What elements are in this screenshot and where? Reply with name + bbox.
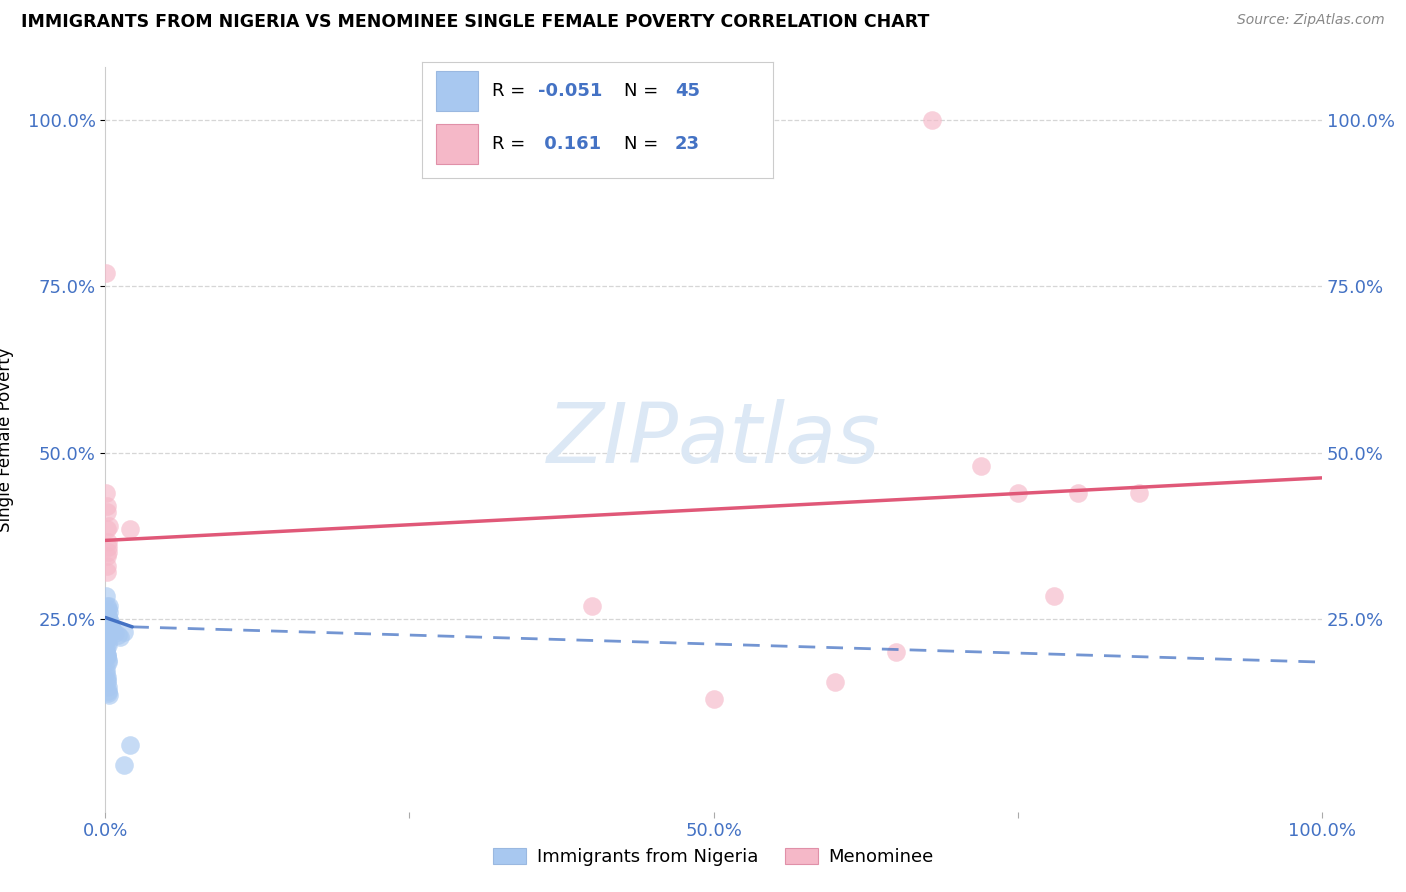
- Text: IMMIGRANTS FROM NIGERIA VS MENOMINEE SINGLE FEMALE POVERTY CORRELATION CHART: IMMIGRANTS FROM NIGERIA VS MENOMINEE SIN…: [21, 13, 929, 31]
- Point: [96, 633, 118, 648]
- Legend: Immigrants from Nigeria, Menominee: Immigrants from Nigeria, Menominee: [486, 841, 941, 873]
- Point: [97, 612, 120, 626]
- Text: N =: N =: [624, 82, 664, 100]
- Point: [96, 650, 118, 665]
- Point: [97, 639, 120, 653]
- Point: [97, 686, 120, 700]
- Point: [96, 648, 118, 663]
- Point: [97, 683, 120, 698]
- Y-axis label: Single Female Poverty: Single Female Poverty: [0, 347, 14, 532]
- Point: [97, 653, 120, 667]
- Point: [98, 615, 121, 630]
- Point: [97, 635, 120, 649]
- Text: ZIPatlas: ZIPatlas: [547, 399, 880, 480]
- Point: [96, 648, 118, 663]
- Point: [1128, 485, 1150, 500]
- Text: -0.051: -0.051: [538, 82, 602, 100]
- Point: [112, 758, 135, 772]
- Point: [98, 518, 121, 533]
- Point: [824, 675, 846, 690]
- Text: R =: R =: [492, 82, 531, 100]
- Point: [96, 673, 118, 687]
- Point: [96, 499, 118, 513]
- Point: [118, 522, 141, 536]
- Point: [970, 458, 993, 473]
- Point: [96, 506, 118, 520]
- Point: [94, 641, 117, 656]
- Point: [96, 522, 118, 536]
- Point: [96, 549, 118, 563]
- Point: [1043, 589, 1066, 603]
- Point: [96, 558, 118, 573]
- Text: Source: ZipAtlas.com: Source: ZipAtlas.com: [1237, 13, 1385, 28]
- Point: [97, 618, 120, 632]
- Point: [118, 738, 141, 752]
- Point: [921, 113, 943, 128]
- Point: [97, 540, 120, 554]
- Point: [104, 626, 127, 640]
- Point: [98, 599, 121, 613]
- Point: [96, 645, 118, 659]
- Point: [884, 645, 907, 659]
- Point: [97, 535, 120, 549]
- Point: [98, 605, 121, 619]
- Point: [96, 605, 118, 619]
- Text: 45: 45: [675, 82, 700, 100]
- Point: [96, 625, 118, 640]
- Point: [94, 662, 117, 676]
- Point: [1007, 485, 1029, 500]
- Point: [96, 675, 118, 690]
- Point: [97, 680, 120, 694]
- Point: [98, 617, 121, 632]
- Point: [96, 485, 118, 500]
- Text: R =: R =: [492, 136, 531, 153]
- Point: [96, 566, 118, 580]
- FancyBboxPatch shape: [436, 70, 478, 112]
- Point: [107, 628, 129, 642]
- Point: [96, 628, 118, 642]
- Point: [96, 632, 118, 646]
- Point: [112, 625, 135, 640]
- Point: [94, 589, 117, 603]
- Point: [1067, 485, 1090, 500]
- Point: [100, 622, 122, 636]
- Point: [96, 670, 118, 684]
- Point: [96, 615, 118, 630]
- Point: [581, 599, 603, 613]
- Point: [97, 602, 120, 616]
- Point: [96, 599, 118, 613]
- Point: [702, 691, 725, 706]
- Point: [97, 655, 120, 669]
- Point: [97, 545, 120, 559]
- FancyBboxPatch shape: [436, 124, 478, 164]
- Point: [97, 608, 120, 623]
- Point: [97, 622, 120, 636]
- Point: [94, 266, 117, 280]
- Point: [100, 620, 122, 634]
- Text: 0.161: 0.161: [538, 136, 600, 153]
- Point: [108, 631, 131, 645]
- Point: [96, 612, 118, 626]
- Text: 23: 23: [675, 136, 700, 153]
- Text: N =: N =: [624, 136, 664, 153]
- Point: [98, 689, 121, 703]
- Point: [101, 624, 124, 638]
- Point: [96, 666, 118, 681]
